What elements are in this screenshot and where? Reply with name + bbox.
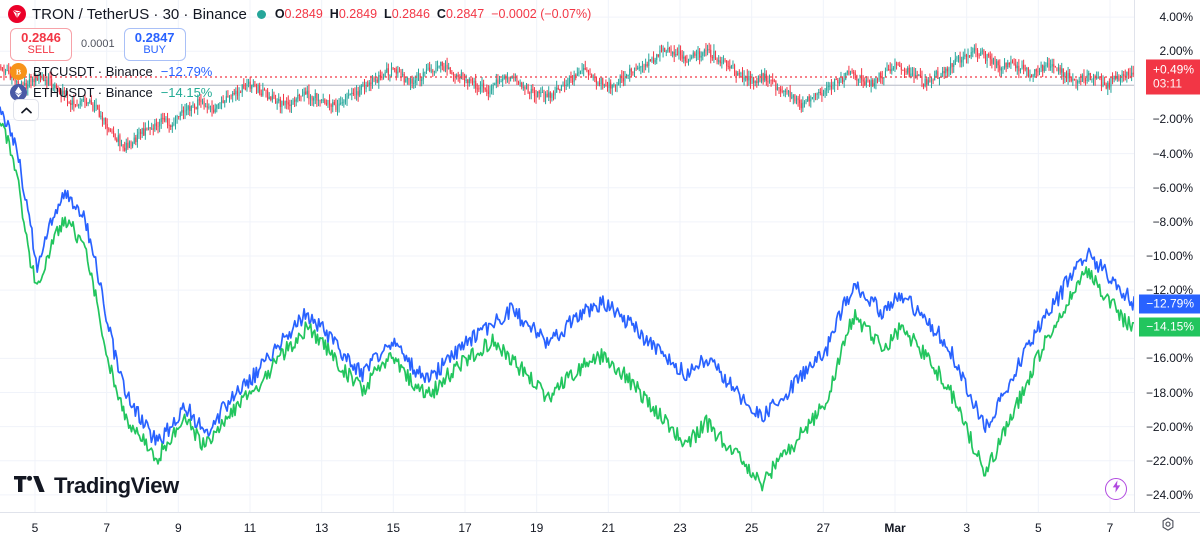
gear-icon (1160, 516, 1176, 538)
buy-label: BUY (143, 44, 166, 57)
price-axis-tick: −16.00% (1145, 351, 1193, 366)
legend-main-row[interactable]: TRON / TetherUS · 30 · Binance O 0.2849 … (8, 3, 591, 25)
current-price-badge[interactable]: +0.49% 03:11 (1145, 59, 1200, 95)
eth-price-badge[interactable]: −14.15% (1139, 317, 1200, 337)
price-axis-tick: −20.00% (1145, 419, 1193, 434)
low-label: L (384, 7, 392, 21)
time-axis-tick: 7 (103, 521, 110, 535)
ohlc-readout: O 0.2849 H 0.2849 L 0.2846 C 0.2847 −0.0… (256, 7, 592, 21)
badge-label: −14.15% (1146, 319, 1194, 334)
low-value: 0.2846 (391, 7, 430, 21)
sell-price: 0.2846 (21, 30, 61, 45)
time-axis-tick: 3 (963, 521, 970, 535)
eth-series-name: ETHUSDT · Binance (33, 84, 153, 100)
lightning-bolt-icon (1111, 480, 1122, 498)
chart-canvas (0, 0, 1134, 512)
price-axis-tick: −22.00% (1145, 453, 1193, 468)
buy-price: 0.2847 (134, 30, 175, 45)
tradingview-watermark-text: TradingView (54, 473, 179, 498)
spread-value: 0.0001 (81, 38, 115, 51)
time-axis[interactable]: 5 7 9 11 13 15 17 19 21 23 25 27 Mar 3 5 7 (0, 512, 1200, 542)
price-axis-tick: −10.00% (1145, 249, 1193, 263)
change-value: −0.0002 (−0.07%) (491, 7, 592, 21)
badge-countdown: 03:11 (1152, 76, 1183, 91)
time-axis-tick: 21 (601, 521, 616, 535)
time-axis-tick: 5 (31, 521, 39, 535)
legend-collapse-button[interactable] (13, 99, 39, 121)
badge-label: −12.79% (1146, 296, 1194, 311)
time-axis-tick: 19 (529, 521, 544, 535)
badge-label: +0.49% (1152, 62, 1194, 77)
price-axis-tick: −8.00% (1152, 214, 1194, 229)
time-axis-tick: 9 (174, 521, 182, 535)
price-axis-tick: −24.00% (1145, 487, 1193, 502)
time-axis-tick: 27 (816, 521, 831, 535)
price-axis-tick: −6.00% (1152, 180, 1194, 195)
legend-item-ethusdt[interactable]: ETHUSDT · Binance −14.15% (10, 82, 591, 103)
price-axis-tick: 2.00% (1159, 44, 1193, 59)
axis-settings-button[interactable] (1158, 516, 1178, 538)
tradingview-logo-icon (14, 474, 46, 499)
chevron-up-icon (20, 101, 32, 119)
eth-coin-icon (10, 83, 27, 101)
price-axis-tick: −18.00% (1145, 385, 1193, 400)
close-value: 0.2847 (445, 7, 485, 21)
time-axis-tick: 17 (458, 521, 472, 535)
time-axis-tick: 23 (673, 521, 687, 535)
price-axis-tick: −4.00% (1152, 146, 1194, 161)
time-axis-tick: 7 (1106, 521, 1114, 535)
symbol-title: TRON / TetherUS · 30 · Binance (32, 5, 247, 23)
btc-series-name: BTCUSDT · Binance (33, 63, 153, 79)
chart-legend: TRON / TetherUS · 30 · Binance O 0.2849 … (8, 3, 591, 103)
high-value: 0.2849 (338, 7, 378, 21)
tradingview-watermark: TradingView (14, 473, 179, 499)
close-label: C (436, 7, 446, 21)
high-label: H (329, 7, 339, 21)
sell-button[interactable]: 0.2846 SELL (10, 28, 72, 61)
price-axis[interactable]: 4.00% 2.00% −2.00% −4.00% −6.00% −8.00% −10.00… (1134, 0, 1200, 512)
btc-price-badge[interactable]: −12.79% (1139, 294, 1200, 314)
price-axis-tick: −2.00% (1152, 112, 1194, 127)
buy-button[interactable]: 0.2847 BUY (123, 28, 186, 61)
time-axis-tick: 13 (314, 521, 329, 535)
open-value: 0.2849 (284, 7, 323, 21)
price-axis-tick: 4.00% (1159, 10, 1193, 25)
legend-item-btcusdt[interactable]: B BTCUSDT · Binance −12.79% (10, 61, 591, 82)
lightning-bolt-button[interactable] (1105, 478, 1127, 500)
time-axis-tick: 25 (744, 521, 759, 535)
btc-series-value: −12.79% (160, 63, 213, 79)
price-axis-tick: −12.00% (1145, 283, 1193, 298)
tron-logo-icon (8, 5, 26, 23)
svg-text:B: B (16, 67, 21, 76)
btc-coin-icon: B (10, 62, 27, 80)
time-axis-tick: 11 (243, 521, 257, 535)
series-color-dot (256, 9, 266, 19)
open-label: O (274, 7, 285, 21)
sell-label: SELL (27, 44, 55, 57)
time-axis-tick: Mar (884, 521, 906, 535)
time-axis-tick: 5 (1034, 521, 1042, 535)
buy-sell-row: 0.2846 SELL 0.0001 0.2847 BUY (10, 28, 591, 61)
eth-series-value: −14.15% (160, 84, 213, 100)
chart-plot-area[interactable] (0, 0, 1134, 512)
time-axis-tick: 15 (386, 521, 401, 535)
